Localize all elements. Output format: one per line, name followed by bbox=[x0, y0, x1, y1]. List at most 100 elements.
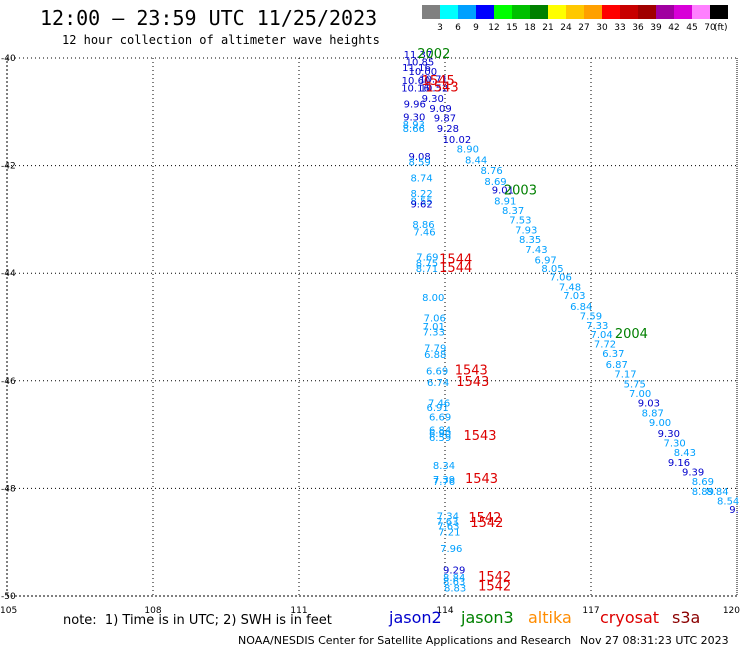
wave-height-label: 9.39 bbox=[682, 467, 704, 478]
wave-height-label: 6.69 bbox=[426, 366, 448, 377]
wave-height-label: 6.84 bbox=[570, 302, 592, 313]
wave-height-label: 8.63 bbox=[443, 577, 465, 588]
wave-height-label: 9.87 bbox=[434, 113, 456, 124]
wave-height-label: 7.59 bbox=[580, 311, 602, 322]
satellite-legend-altika: altika bbox=[528, 608, 572, 627]
wave-height-label: 8.86 bbox=[412, 220, 434, 231]
wave-height-label: 9.28 bbox=[437, 124, 459, 135]
wave-height-label: 6.87 bbox=[606, 360, 628, 371]
wave-height-label: 7.79 bbox=[424, 344, 446, 355]
color-swatch bbox=[710, 5, 728, 19]
color-swatch bbox=[692, 5, 710, 19]
wave-height-values: 11.3710.8511.1610.0010.6010.7110.1610.52… bbox=[401, 50, 740, 595]
color-scale-label: 36 bbox=[632, 23, 644, 33]
color-swatch bbox=[584, 5, 602, 19]
wave-height-label: 8.87 bbox=[642, 408, 664, 419]
color-swatch bbox=[530, 5, 548, 19]
satellite-legend-jason2: jason2 bbox=[389, 608, 442, 627]
wave-height-label: 8.93 bbox=[403, 120, 425, 131]
wave-height-label: 10.52 bbox=[420, 83, 449, 94]
wave-height-label: 7.96 bbox=[440, 544, 462, 555]
wave-height-label: 7.17 bbox=[614, 370, 636, 381]
color-swatch bbox=[476, 5, 494, 19]
wave-height-label: 7.46 bbox=[413, 228, 435, 239]
satellite-legend-cryosat: cryosat bbox=[600, 608, 660, 627]
pass-time-label: 1543 bbox=[463, 429, 496, 444]
color-swatch bbox=[602, 5, 620, 19]
wave-height-label: 8.00 bbox=[422, 293, 444, 304]
satellite-legend-s3a: s3a bbox=[672, 608, 701, 627]
wave-height-label: 6.97 bbox=[535, 256, 557, 267]
pass-time-label: 1542 bbox=[470, 516, 503, 531]
footer-credit: NOAA/NESDIS Center for Satellite Applica… bbox=[238, 634, 572, 647]
color-swatch bbox=[656, 5, 674, 19]
wave-height-label: 7.04 bbox=[591, 330, 613, 341]
wave-height-label: 10.71 bbox=[419, 75, 448, 86]
wave-height-label: 8.89 bbox=[692, 487, 714, 498]
wave-height-label: 7.39 bbox=[433, 475, 455, 486]
page-title: 12:00 – 23:59 UTC 11/25/2023 bbox=[40, 6, 378, 30]
color-swatch bbox=[458, 5, 476, 19]
color-scale-label: 45 bbox=[686, 23, 698, 33]
wave-height-label: 7.03 bbox=[563, 291, 585, 302]
y-tick-label: -50 bbox=[1, 592, 16, 602]
color-scale-label: 6 bbox=[455, 23, 461, 33]
wave-height-label: 6.91 bbox=[427, 403, 449, 414]
grid-lines bbox=[6, 57, 738, 597]
wave-height-label: 11.37 bbox=[404, 50, 433, 61]
axis-tick-labels: 105 108 111 114 117 120 -40 -42 -44 -46 -48 -50 bbox=[0, 54, 740, 616]
pass-time-label: 1544 bbox=[439, 253, 472, 268]
color-scale-label: 42 bbox=[668, 23, 680, 33]
wave-height-label: 7.48 bbox=[559, 282, 581, 293]
color-scale-label: 12 bbox=[488, 23, 500, 33]
wave-height-label: 8.37 bbox=[502, 206, 524, 217]
color-scale-label: 33 bbox=[614, 23, 626, 33]
wave-height-label: 10.16 bbox=[401, 83, 430, 94]
color-scale-label: 18 bbox=[524, 23, 536, 33]
color-swatch bbox=[440, 5, 458, 19]
wave-height-label: 8.54 bbox=[717, 497, 739, 508]
wave-height-label: 7.63 bbox=[436, 517, 458, 528]
y-tick-label: -40 bbox=[1, 54, 16, 64]
wave-height-label: 7.53 bbox=[509, 216, 531, 227]
wave-height-label: 8.69 bbox=[692, 477, 714, 488]
wave-height-label: 8.35 bbox=[519, 235, 541, 246]
wave-height-label: 8.69 bbox=[484, 177, 506, 188]
wave-height-label: 8.90 bbox=[457, 145, 479, 156]
wave-height-label: 8.44 bbox=[465, 155, 487, 166]
footer-note: note: 1) Time is in UTC; 2) SWH is in fe… bbox=[63, 613, 332, 628]
wave-height-label: 7.46 bbox=[428, 399, 450, 410]
wave-height-label: 9.16 bbox=[668, 458, 690, 469]
wave-height-label: 9.09 bbox=[429, 104, 451, 115]
wave-height-label: 7.06 bbox=[424, 314, 446, 325]
wave-height-label: 6.74 bbox=[427, 378, 449, 389]
pass-time-label: 1542 bbox=[478, 570, 511, 585]
wave-height-label: 7.72 bbox=[594, 339, 616, 350]
color-swatch bbox=[638, 5, 656, 19]
pass-time-label: 2002 bbox=[417, 47, 450, 62]
color-swatch bbox=[548, 5, 566, 19]
wave-height-label: 10.85 bbox=[406, 58, 435, 69]
wave-height-label: 7.30 bbox=[664, 438, 686, 449]
wave-height-label: 8.22 bbox=[410, 189, 432, 200]
y-tick-label: -42 bbox=[1, 162, 16, 172]
pass-time-labels: 2002154515432003154415442004154315431543… bbox=[417, 47, 648, 595]
wave-height-label: 7.34 bbox=[437, 512, 459, 523]
wave-height-label: 5.75 bbox=[624, 379, 646, 390]
pass-time-label: 1543 bbox=[426, 80, 459, 95]
wave-height-label: 8.66 bbox=[403, 124, 425, 135]
wave-height-label: 8.91 bbox=[494, 196, 516, 207]
y-tick-label: -44 bbox=[1, 269, 16, 279]
wave-height-label: 8.05 bbox=[541, 264, 563, 275]
color-swatch bbox=[620, 5, 638, 19]
color-swatch bbox=[512, 5, 530, 19]
wave-height-label: 9.08 bbox=[409, 152, 431, 163]
wave-height-label: 7.01 bbox=[423, 322, 445, 333]
color-swatch bbox=[422, 5, 440, 19]
wave-height-label: 8.59 bbox=[409, 158, 431, 169]
color-scale-label: 15 bbox=[506, 23, 518, 33]
color-scale-label: 70 bbox=[704, 23, 716, 33]
wave-height-label: 7.21 bbox=[438, 528, 460, 539]
wave-height-label: 7.06 bbox=[550, 273, 572, 284]
